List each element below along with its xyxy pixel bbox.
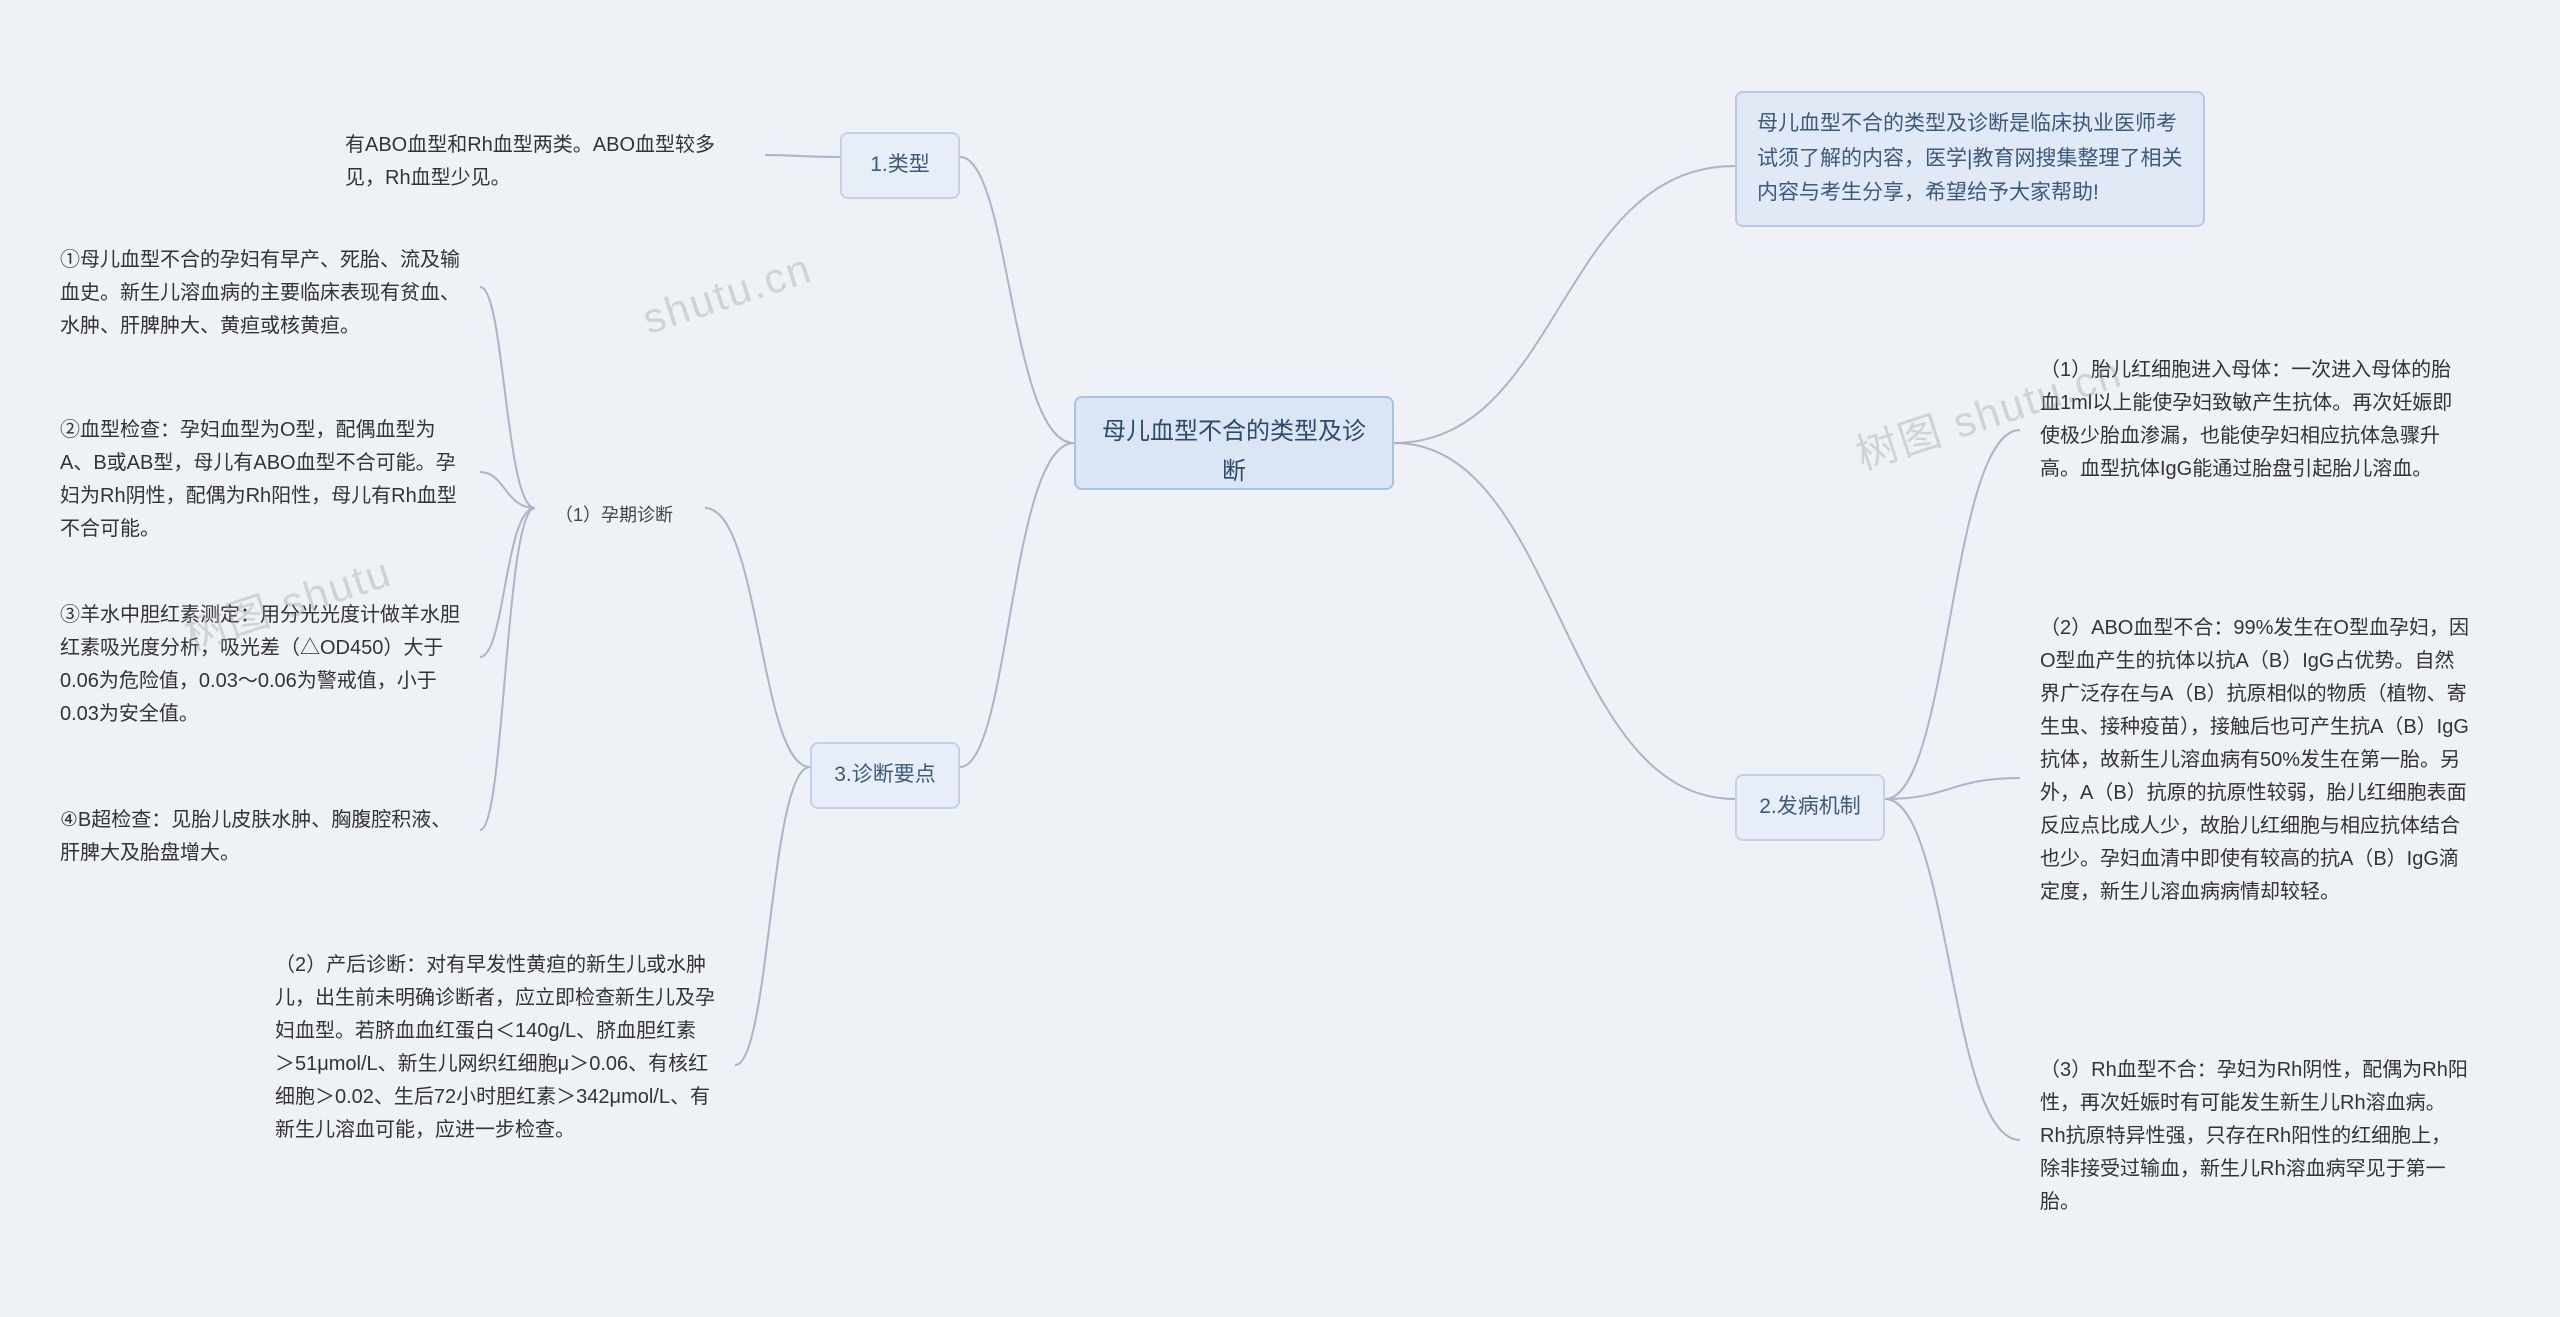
branch-type: 1.类型 — [840, 132, 960, 199]
intro-box: 母儿血型不合的类型及诊断是临床执业医师考试须了解的内容，医学|教育网搜集整理了相… — [1735, 91, 2205, 227]
pregnancy-item-4: ④B超检查：见胎儿皮肤水肿、胸腹腔积液、肝脾大及胎盘增大。 — [40, 790, 480, 884]
mechanism-item-3: （3）Rh血型不合：孕妇为Rh阴性，配偶为Rh阳性，再次妊娠时有可能发生新生儿R… — [2020, 1040, 2490, 1233]
pregnancy-label: （1）孕期诊断 — [535, 487, 705, 545]
branch-mechanism: 2.发病机制 — [1735, 774, 1885, 841]
pregnancy-item-1: ①母儿血型不合的孕妇有早产、死胎、流及输血史。新生儿溶血病的主要临床表现有贫血、… — [40, 230, 480, 357]
pregnancy-item-2: ②血型检查：孕妇血型为O型，配偶血型为A、B或AB型，母儿有ABO血型不合可能。… — [40, 400, 480, 560]
postpartum-detail: （2）产后诊断：对有早发性黄疸的新生儿或水肿儿，出生前未明确诊断者，应立即检查新… — [255, 935, 735, 1161]
watermark-1: shutu.cn — [637, 244, 818, 344]
mechanism-item-2: （2）ABO血型不合：99%发生在O型血孕妇，因O型血产生的抗体以抗A（B）Ig… — [2020, 598, 2490, 923]
mechanism-item-1: （1）胎儿红细胞进入母体：一次进入母体的胎血1ml以上能使孕妇致敏产生抗体。再次… — [2020, 340, 2490, 500]
branch-diagnosis: 3.诊断要点 — [810, 742, 960, 809]
type-detail: 有ABO血型和Rh血型两类。ABO血型较多见，Rh血型少见。 — [325, 115, 765, 209]
pregnancy-item-3: ③羊水中胆红素测定：用分光光度计做羊水胆红素吸光度分析，吸光差（△OD450）大… — [40, 585, 480, 745]
root-node: 母儿血型不合的类型及诊断 — [1074, 396, 1394, 490]
